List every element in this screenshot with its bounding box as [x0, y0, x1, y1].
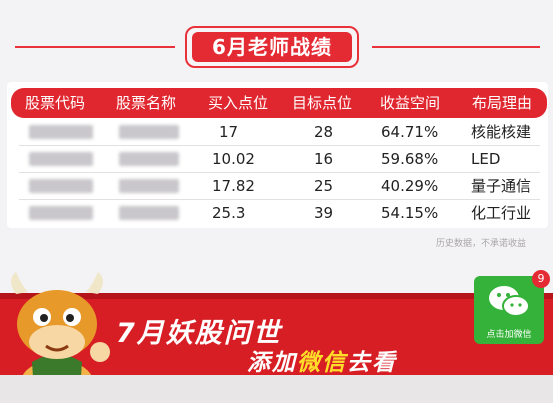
banner-stripe — [0, 293, 553, 299]
promo-banner[interactable]: 7月妖股问世 添加微信去看 — [0, 293, 553, 377]
target-point: 39 — [314, 204, 334, 222]
target-point: 16 — [314, 150, 334, 168]
banner-subline-highlight: 微信 — [297, 350, 347, 376]
redacted-name — [119, 206, 179, 220]
header-stock-name: 股票名称 — [115, 94, 176, 112]
title-box: 6月老师战绩 — [185, 26, 359, 68]
reason: LED — [471, 150, 501, 168]
target-point: 28 — [314, 123, 334, 141]
reason: 化工行业 — [471, 204, 532, 222]
page-title: 6月老师战绩 — [192, 32, 352, 62]
buy-point: 17 — [219, 123, 239, 141]
banner-subline-c: 去看 — [347, 350, 397, 376]
table-row: 10.02 16 59.68% LED — [7, 146, 548, 173]
header-reason: 布局理由 — [471, 94, 532, 112]
redacted-code — [29, 179, 93, 193]
redacted-name — [119, 179, 179, 193]
add-wechat-button[interactable]: 点击加微信 — [474, 276, 544, 344]
buy-point: 17.82 — [212, 177, 255, 195]
gain: 40.29% — [381, 177, 439, 195]
redacted-code — [29, 152, 93, 166]
wechat-label: 点击加微信 — [486, 330, 532, 340]
gain: 64.71% — [381, 123, 439, 141]
row-divider — [19, 172, 540, 173]
wechat-icon — [489, 286, 530, 317]
gain: 59.68% — [381, 150, 439, 168]
header-buy-point: 买入点位 — [207, 94, 268, 112]
header-gain: 收益空间 — [379, 94, 440, 112]
table-row: 17 28 64.71% 核能核建 — [7, 119, 548, 146]
table-row: 25.3 39 54.15% 化工行业 — [7, 200, 548, 226]
target-point: 25 — [314, 177, 334, 195]
disclaimer-note: 历史数据，不承诺收益 — [436, 239, 527, 249]
redacted-name — [119, 152, 179, 166]
bottom-bar — [0, 375, 553, 403]
notification-badge: 9 — [532, 270, 550, 288]
buy-point: 25.3 — [212, 204, 246, 222]
redacted-name — [119, 125, 179, 139]
header-stock-code: 股票代码 — [24, 94, 85, 112]
title-section: 6月老师战绩 — [0, 22, 553, 72]
redacted-code — [29, 206, 93, 220]
header-target-point: 目标点位 — [291, 94, 352, 112]
row-divider — [19, 145, 540, 146]
redacted-code — [29, 125, 93, 139]
buy-point: 10.02 — [212, 150, 255, 168]
reason: 量子通信 — [471, 177, 532, 195]
banner-subline: 添加微信去看 — [247, 343, 397, 377]
title-divider-left — [15, 46, 175, 48]
table-row: 17.82 25 40.29% 量子通信 — [7, 173, 548, 200]
banner-headline: 7月妖股问世 — [116, 318, 282, 349]
performance-table: 股票代码 股票名称 买入点位 目标点位 收益空间 布局理由 17 28 64.7… — [7, 82, 548, 228]
title-divider-right — [372, 46, 540, 48]
reason: 核能核建 — [471, 123, 532, 141]
gain: 54.15% — [381, 204, 439, 222]
table-header: 股票代码 股票名称 买入点位 目标点位 收益空间 布局理由 — [11, 88, 547, 118]
row-divider — [19, 199, 540, 200]
banner-subline-a: 添加 — [247, 350, 297, 376]
